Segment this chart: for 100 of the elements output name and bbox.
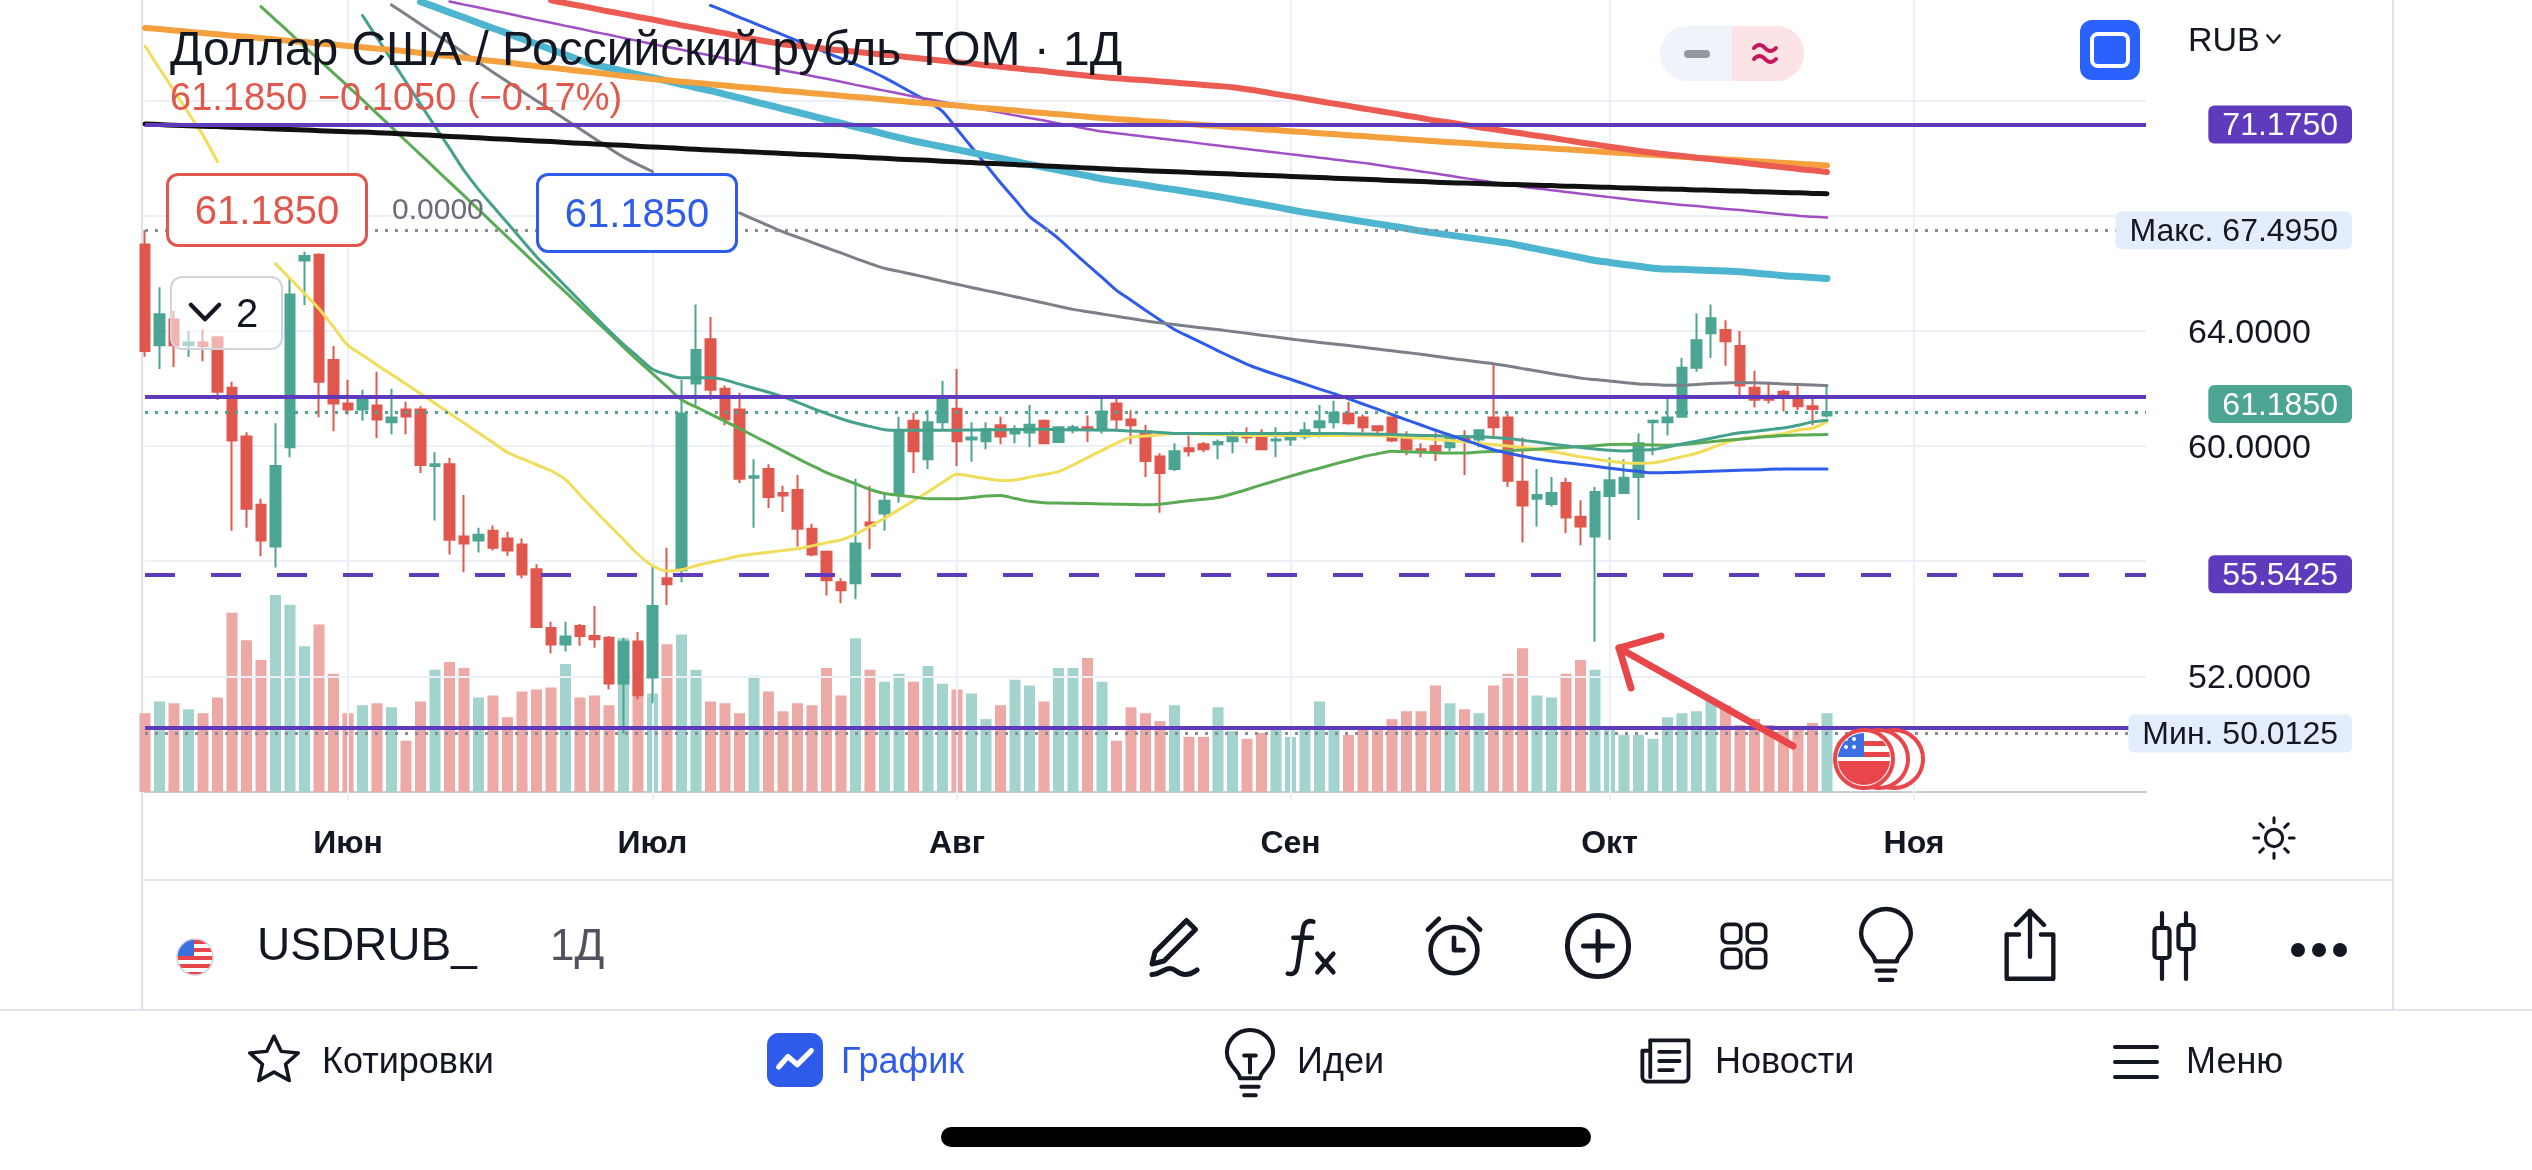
bar <box>1705 699 1717 792</box>
bar <box>226 612 238 792</box>
bar <box>153 701 166 792</box>
candlestick <box>1705 303 1717 359</box>
candlestick <box>1516 436 1529 544</box>
candlestick <box>269 422 282 569</box>
bar <box>1052 667 1065 792</box>
x-tick-label: Окт <box>1581 824 1638 860</box>
candlestick <box>574 622 586 647</box>
bar <box>690 669 702 792</box>
bar <box>1226 730 1239 792</box>
candlestick <box>1110 397 1123 431</box>
bar <box>1690 711 1703 792</box>
candlestick <box>951 367 963 467</box>
bar <box>675 634 688 792</box>
candlestick <box>429 451 441 522</box>
text: 1Д <box>550 919 605 971</box>
bar <box>1792 728 1804 792</box>
bar <box>197 713 209 792</box>
bar <box>1386 719 1398 792</box>
bar <box>922 665 934 792</box>
candlestick <box>1560 476 1572 535</box>
candlestick <box>588 605 601 649</box>
bar <box>893 673 905 792</box>
bar <box>1458 709 1471 792</box>
ref-line-label: 61.1850 <box>2222 386 2338 423</box>
candlestick <box>385 387 398 436</box>
bar <box>994 705 1007 792</box>
bar <box>1183 736 1195 792</box>
bar <box>371 703 383 792</box>
text: График <box>841 1040 964 1083</box>
bar <box>182 709 195 792</box>
candlestick <box>791 474 804 548</box>
bar <box>1081 658 1094 792</box>
candlestick <box>1168 442 1181 473</box>
bar <box>936 683 949 792</box>
candlestick <box>458 493 470 574</box>
bar <box>1110 740 1123 792</box>
x-tick-label: Июл <box>617 824 688 860</box>
candlestick <box>878 492 891 532</box>
candlestick <box>1603 456 1616 541</box>
bar <box>1168 705 1181 792</box>
candlestick <box>661 546 673 606</box>
candlestick <box>530 563 543 629</box>
bar <box>1270 728 1282 792</box>
text: Новости <box>1715 1040 1855 1083</box>
text: USDRUB_ <box>257 918 477 972</box>
candlestick <box>1589 485 1601 643</box>
bar <box>487 695 499 792</box>
text: RUB <box>2188 20 2260 58</box>
bar <box>1560 673 1572 792</box>
bar <box>820 667 833 792</box>
candlestick <box>1531 468 1543 528</box>
bar <box>327 673 340 792</box>
bar <box>472 697 485 792</box>
candlestick <box>400 400 412 436</box>
bar <box>965 693 978 792</box>
bar <box>1023 685 1036 792</box>
text: Меню <box>2186 1040 2284 1083</box>
candlestick <box>472 526 485 554</box>
candlestick <box>298 250 311 307</box>
bar <box>545 687 557 792</box>
candlestick <box>414 405 427 475</box>
bar <box>1328 728 1340 792</box>
bar <box>559 663 572 792</box>
bar <box>1067 667 1079 792</box>
bar <box>501 717 514 792</box>
bar <box>1429 685 1442 792</box>
bar <box>1212 707 1224 792</box>
bar <box>1647 738 1659 792</box>
text: Идеи <box>1297 1040 1385 1083</box>
x-tick-label: Ноя <box>1883 824 1945 860</box>
bar <box>719 703 731 792</box>
bar <box>139 713 151 792</box>
candlestick <box>1154 452 1166 514</box>
x-tick-label: Сен <box>1260 824 1321 860</box>
bar <box>1661 717 1674 792</box>
candlestick <box>1487 362 1500 439</box>
candlestick <box>748 458 760 529</box>
y-tick-label: 52.0000 <box>2188 657 2311 696</box>
bar <box>661 644 673 792</box>
bar <box>313 624 325 792</box>
x-tick-label: Июн <box>313 824 383 860</box>
bar <box>1415 711 1427 792</box>
x-tick-label: Авг <box>928 824 986 860</box>
candlestick <box>1545 476 1558 508</box>
ref-line-label: Мин. 50.0125 <box>2142 715 2338 752</box>
bar <box>1357 728 1369 792</box>
bar <box>356 705 369 792</box>
bar <box>1255 732 1268 792</box>
annotation: 61.1850 <box>166 173 368 247</box>
candlestick <box>1574 499 1587 547</box>
candlestick <box>1690 312 1703 373</box>
candlestick <box>864 484 876 551</box>
bar <box>1589 669 1601 792</box>
bar <box>980 719 992 792</box>
y-tick-label: 64.0000 <box>2188 311 2311 350</box>
text: Котировки <box>322 1040 494 1083</box>
candlestick <box>1806 396 1819 427</box>
bar <box>298 646 311 792</box>
